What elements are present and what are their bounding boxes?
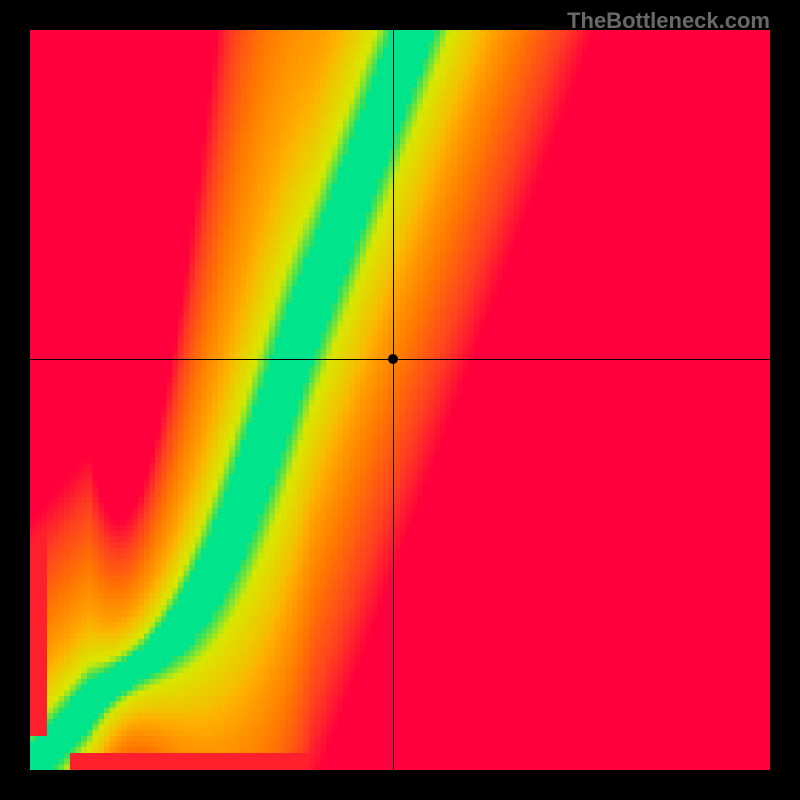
chart-area [30, 30, 770, 770]
crosshair-horizontal [30, 359, 770, 360]
heatmap-canvas [30, 30, 770, 770]
crosshair-vertical [393, 30, 394, 770]
crosshair-dot [388, 354, 398, 364]
chart-container: TheBottleneck.com [0, 0, 800, 800]
